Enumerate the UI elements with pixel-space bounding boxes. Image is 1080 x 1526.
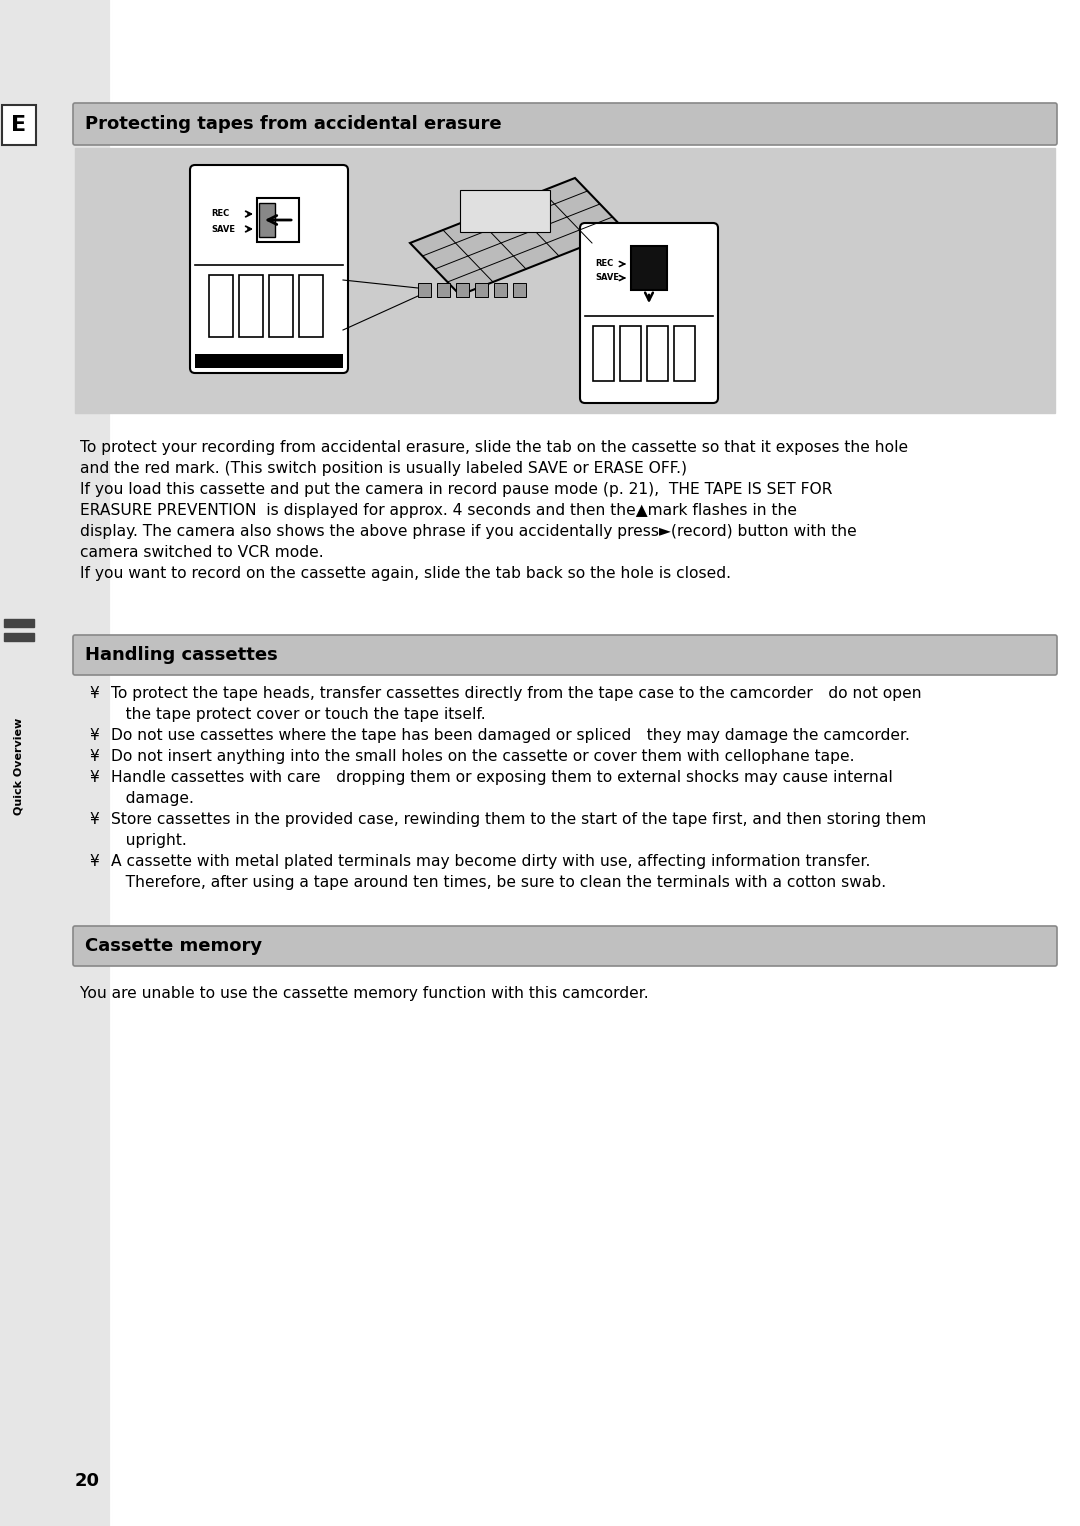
- Text: REC: REC: [211, 209, 229, 218]
- Bar: [4, 633, 33, 641]
- Text: camera switched to VCR mode.: camera switched to VCR mode.: [80, 545, 324, 560]
- Text: ERASURE PREVENTION  is displayed for approx. 4 seconds and then the▲mark flashes: ERASURE PREVENTION is displayed for appr…: [80, 504, 797, 517]
- FancyBboxPatch shape: [580, 223, 718, 403]
- Bar: [593, 327, 615, 382]
- FancyBboxPatch shape: [73, 102, 1057, 145]
- FancyBboxPatch shape: [190, 165, 348, 372]
- Text: and the red mark. (This switch position is usually labeled SAVE or ERASE OFF.): and the red mark. (This switch position …: [80, 461, 687, 476]
- Text: ¥: ¥: [89, 855, 98, 868]
- Text: Store cassettes in the provided case, rewinding them to the start of the tape fi: Store cassettes in the provided case, re…: [111, 812, 927, 827]
- Bar: [631, 246, 667, 290]
- FancyBboxPatch shape: [73, 926, 1057, 966]
- Text: If you want to record on the cassette again, slide the tab back so the hole is c: If you want to record on the cassette ag…: [80, 566, 731, 581]
- Bar: [494, 282, 507, 298]
- Text: SAVE: SAVE: [211, 224, 235, 233]
- Polygon shape: [410, 179, 625, 295]
- Bar: [456, 282, 469, 298]
- Text: display. The camera also shows the above phrase if you accidentally press►(recor: display. The camera also shows the above…: [80, 523, 856, 539]
- Bar: [75, 148, 1055, 414]
- Bar: [475, 282, 488, 298]
- Text: SAVE: SAVE: [595, 273, 619, 282]
- Text: Handling cassettes: Handling cassettes: [85, 645, 278, 664]
- Bar: [299, 275, 323, 337]
- Bar: [259, 203, 275, 237]
- Bar: [620, 327, 642, 382]
- Bar: [4, 620, 33, 627]
- Bar: [239, 275, 264, 337]
- Text: ¥: ¥: [89, 728, 98, 743]
- Text: If you load this cassette and put the camera in record pause mode (p. 21),  THE : If you load this cassette and put the ca…: [80, 482, 833, 497]
- Bar: [513, 282, 526, 298]
- Text: ¥: ¥: [89, 812, 98, 827]
- FancyBboxPatch shape: [73, 635, 1057, 674]
- Text: ¥: ¥: [89, 771, 98, 784]
- Text: damage.: damage.: [111, 790, 194, 806]
- Text: You are unable to use the cassette memory function with this camcorder.: You are unable to use the cassette memor…: [80, 986, 649, 1001]
- Bar: [647, 327, 669, 382]
- Bar: [437, 282, 450, 298]
- Bar: [195, 354, 343, 368]
- Text: ¥: ¥: [89, 687, 98, 700]
- Text: REC: REC: [595, 259, 613, 269]
- Bar: [210, 275, 233, 337]
- Bar: [460, 191, 550, 232]
- Text: A cassette with metal plated terminals may become dirty with use, affecting info: A cassette with metal plated terminals m…: [111, 855, 870, 868]
- Bar: [674, 327, 696, 382]
- Text: Cassette memory: Cassette memory: [85, 937, 262, 955]
- Bar: [257, 198, 299, 243]
- Text: To protect the tape heads, transfer cassettes directly from the tape case to the: To protect the tape heads, transfer cass…: [111, 687, 921, 700]
- Bar: [418, 282, 431, 298]
- Text: upright.: upright.: [111, 833, 187, 848]
- Text: 20: 20: [75, 1473, 100, 1489]
- Text: Quick Overview: Quick Overview: [14, 717, 24, 815]
- Text: E: E: [12, 114, 27, 134]
- Text: the tape protect cover or touch the tape itself.: the tape protect cover or touch the tape…: [111, 707, 486, 722]
- Bar: [0, 0, 111, 1526]
- Text: Do not use cassettes where the tape has been damaged or spliced they may damage : Do not use cassettes where the tape has …: [111, 728, 909, 743]
- Bar: [269, 275, 293, 337]
- Text: Therefore, after using a tape around ten times, be sure to clean the terminals w: Therefore, after using a tape around ten…: [111, 874, 886, 890]
- Text: To protect your recording from accidental erasure, slide the tab on the cassette: To protect your recording from accidenta…: [80, 439, 908, 455]
- Bar: [2, 105, 36, 145]
- Text: ¥: ¥: [89, 749, 98, 765]
- Text: Protecting tapes from accidental erasure: Protecting tapes from accidental erasure: [85, 114, 501, 133]
- Text: Do not insert anything into the small holes on the cassette or cover them with c: Do not insert anything into the small ho…: [111, 749, 854, 765]
- Text: Handle cassettes with care dropping them or exposing them to external shocks may: Handle cassettes with care dropping them…: [111, 771, 893, 784]
